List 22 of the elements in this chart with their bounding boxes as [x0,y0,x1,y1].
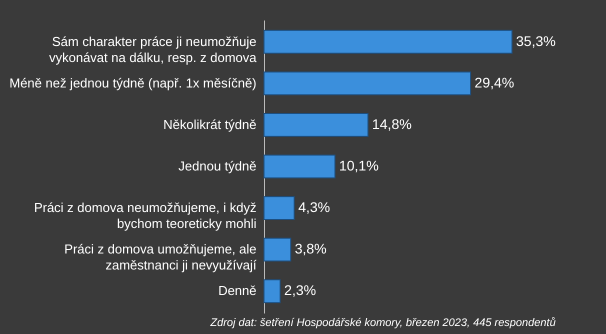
y-tick-label: Práci z domova neumožňujeme, i když bychom teoreticky mohli [34,200,257,232]
data-label: 14,8% [372,116,412,132]
y-tick-label: Jednou týdně [178,158,256,174]
data-label: 10,1% [338,158,379,174]
bar [264,196,295,220]
data-label: 35,3% [516,32,556,49]
y-tick-label: Méně než jednou týdně (např. 1x měsíčně) [9,75,256,90]
y-tick-label: Několikrát týdně [163,116,256,132]
bar [264,30,512,54]
data-label: 2,3% [284,282,316,298]
bar [264,279,281,304]
data-label: 4,3% [298,199,330,216]
bar [264,71,472,96]
data-label: 3,8% [294,240,327,257]
y-tick-label: Sám charakter práce ji neumožňuje vykonávat na dálku, resp. z domova [49,34,258,65]
bar [264,154,336,178]
y-tick-label: Denně [218,283,256,298]
y-tick-label: Práci z domova umožňujeme, ale zaměstnanci ji nevyužívají [64,242,257,273]
text: Zdroj dat: šetření Hospodářské komory, březen 2023, 445 respondentů [209,317,556,329]
bar [264,113,368,137]
data-label: 29,4% [474,74,514,90]
bar [264,238,292,262]
